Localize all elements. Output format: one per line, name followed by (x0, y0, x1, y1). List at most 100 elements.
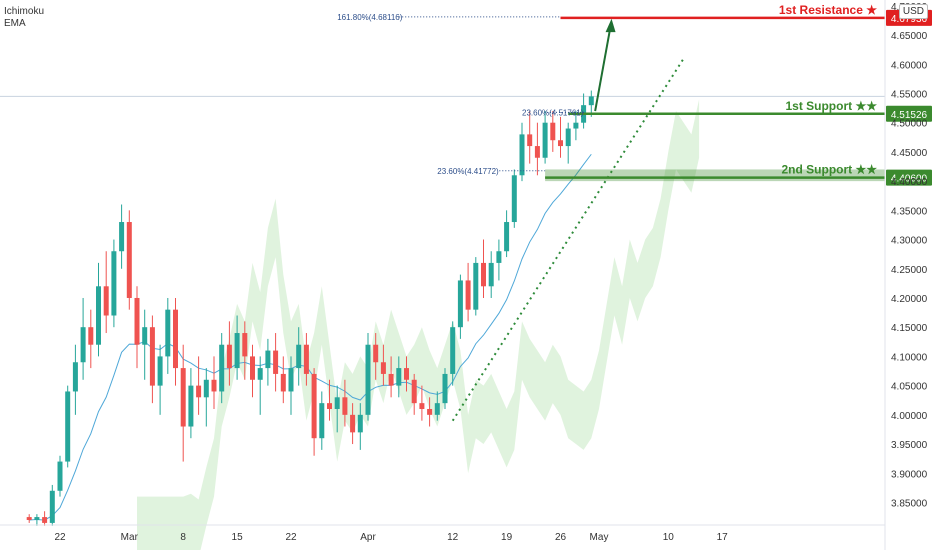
candle-body (534, 146, 540, 158)
time-tick-label: 17 (717, 532, 729, 543)
level-title-3: 2nd Support ★★ (781, 163, 877, 177)
price-tick-label: 4.45000 (891, 148, 928, 159)
candle-body (411, 379, 417, 404)
candle (311, 368, 317, 456)
level-price-label-2: 4.51526 (891, 110, 928, 121)
time-tick-label: 22 (54, 532, 66, 543)
candle (534, 122, 540, 176)
candle-body (465, 280, 471, 310)
candle-body (72, 362, 78, 392)
candle-body (126, 222, 132, 298)
candle-body (49, 490, 55, 523)
candle-body (519, 134, 525, 176)
candle-body (303, 344, 309, 374)
candle (42, 511, 48, 526)
candle (157, 344, 163, 415)
candle (388, 356, 394, 398)
time-tick-label: 12 (447, 532, 459, 543)
candle (396, 356, 402, 398)
price-tick-label: 4.25000 (891, 265, 928, 276)
candle-body (80, 327, 86, 363)
support-zone (545, 169, 885, 182)
level-price-label-3: 4.40600 (891, 174, 928, 185)
candle (103, 251, 109, 334)
candle-body (234, 333, 240, 369)
candle-body (180, 368, 186, 427)
candle-body (588, 96, 594, 106)
candle-body (442, 373, 448, 404)
candle (211, 356, 217, 409)
candle (465, 262, 471, 322)
candle-body (327, 403, 332, 409)
candle-body (219, 344, 225, 392)
candle-body (65, 391, 71, 462)
candle-body (419, 403, 425, 409)
candle (126, 210, 132, 310)
candle-body (173, 309, 178, 369)
candle (111, 239, 117, 328)
time-tick-label: 10 (663, 532, 675, 543)
fib-label-3: 23.60%(4.41772) (437, 167, 499, 176)
ichimoku-cloud (137, 99, 700, 555)
candle-body (457, 280, 463, 328)
candle (250, 344, 255, 398)
candle (234, 315, 240, 380)
candle-body (157, 356, 163, 386)
candle-body (288, 368, 294, 392)
candle-body (357, 414, 363, 433)
candle-body (396, 368, 402, 386)
candle-body (488, 262, 494, 287)
candle-body (550, 122, 556, 141)
candle (149, 315, 155, 404)
candle (26, 514, 32, 523)
price-tick-label: 4.05000 (891, 382, 928, 393)
candle (427, 397, 433, 427)
candle (65, 385, 71, 468)
indicator-label-ichimoku: Ichimoku (4, 6, 45, 17)
candle-body (434, 403, 440, 415)
candle-body (311, 373, 317, 439)
candle (342, 379, 348, 427)
candle (319, 391, 325, 450)
candle (265, 338, 271, 386)
time-tick-label: 15 (232, 532, 244, 543)
currency-badge[interactable]: USD (898, 4, 928, 19)
candle (481, 239, 486, 298)
candle (419, 385, 425, 421)
ema-line (29, 153, 592, 521)
time-tick-label: May (590, 532, 609, 543)
candle-body (149, 327, 155, 386)
candle-body (34, 517, 40, 520)
candle-body (450, 327, 456, 374)
candle-body (142, 327, 148, 345)
candle-body (88, 327, 94, 345)
candle-body (373, 344, 379, 363)
candle-body (565, 128, 571, 147)
indicator-legend: Ichimoku EMA (4, 6, 44, 30)
candle-body (296, 344, 302, 369)
candle (273, 333, 279, 392)
price-tick-label: 4.15000 (891, 323, 928, 334)
candle (496, 239, 502, 281)
candle-body (473, 262, 479, 310)
candle (226, 321, 232, 386)
price-tick-label: 4.65000 (891, 31, 928, 42)
candle (450, 321, 456, 386)
candle-body (57, 461, 63, 491)
candle (34, 514, 40, 526)
candle (404, 356, 409, 392)
price-tick-label: 4.50000 (891, 119, 928, 130)
candle (257, 356, 263, 415)
candle (88, 309, 94, 369)
candle-body (342, 397, 348, 415)
candle-body (119, 222, 125, 252)
candle (542, 111, 548, 164)
candle-body (334, 397, 340, 409)
candle (573, 111, 579, 141)
candle (80, 297, 86, 380)
candle (96, 262, 101, 357)
candle-body (319, 403, 325, 439)
candle-body (265, 350, 271, 369)
